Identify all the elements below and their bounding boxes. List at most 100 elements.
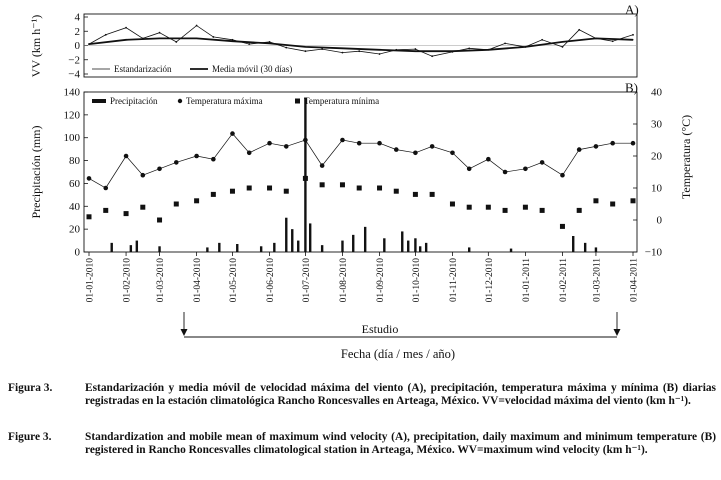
legend-precip-label: Precipitación [110, 96, 158, 106]
precipitation-bar [414, 238, 417, 252]
standardization-point [378, 53, 381, 55]
panel-b-ytick-label: 0 [75, 247, 81, 259]
study-period-annotation: Estudio [180, 312, 621, 338]
precipitation-bar [407, 240, 410, 252]
tmin-marker [173, 201, 179, 207]
study-arrow-left-head [180, 329, 188, 336]
panel-b-frame [83, 91, 638, 253]
standardization-point [632, 33, 634, 36]
tmax-marker [194, 153, 199, 159]
tmin-marker [157, 217, 163, 223]
tmin-marker [393, 188, 399, 194]
precipitation-bar [135, 240, 139, 252]
tmin-marker [123, 211, 129, 217]
tmin-marker [283, 188, 289, 194]
precipitation-bar [572, 236, 575, 252]
tmax-marker [466, 166, 472, 172]
tmax-marker [173, 160, 179, 165]
panel-b-x-ticks: 01-01-2010 01-02-2010 01-03-2010 01-04-2010… [86, 252, 640, 302]
moving-mean-point [595, 37, 597, 39]
tmin-marker [319, 182, 325, 188]
tmin-marker [502, 207, 508, 213]
tmax-marker [413, 150, 418, 156]
precipitation-bar [259, 246, 263, 252]
panel-b-legend: Precipitación Temperatura máxima Tempera… [92, 96, 379, 106]
panel-b-tag: B) [625, 80, 638, 95]
tmin-marker [377, 185, 383, 191]
tmin-marker [449, 201, 455, 207]
panel-b-ytick-label: 140 [64, 87, 81, 99]
tmax-marker [86, 176, 92, 181]
panel-a-ytick-label: 0 [75, 40, 81, 52]
panel-a-ylabel: VV (km h⁻¹) [29, 15, 43, 77]
standardization-point [175, 41, 178, 43]
tmax-marker [303, 137, 308, 143]
study-arrow-right-head [613, 329, 621, 336]
caption-english-text: Standardization and mobile mean of maxim… [85, 431, 716, 457]
standardization-point [358, 50, 361, 53]
tmin-marker [356, 185, 362, 191]
standardization-point [578, 28, 581, 31]
precipitation-bar [320, 245, 324, 252]
standardization-point [341, 51, 344, 54]
panel-b-ytick-label: 40 [69, 201, 81, 213]
moving-mean-point [341, 47, 344, 49]
x-tick-label: 01-08-2010 [339, 258, 349, 303]
precipitation-bar [304, 97, 307, 252]
precipitation-bar [285, 217, 288, 252]
tmax-marker [450, 150, 455, 156]
x-tick-label: 01-03-2010 [156, 258, 166, 303]
x-tick-label: 01-10-2010 [412, 258, 422, 303]
tmax-marker [377, 140, 382, 146]
legend-tmax-marker [177, 98, 183, 104]
x-tick-label: 01-01-2011 [522, 258, 532, 302]
tmax-marker [246, 150, 252, 156]
tmin-marker [140, 204, 146, 210]
tmin-marker [103, 207, 109, 213]
precipitation-bar [308, 223, 312, 252]
x-tick-label: 01-09-2010 [376, 258, 386, 303]
panel-b-ytick-label: 80 [69, 155, 81, 167]
tmin-marker [339, 182, 345, 188]
panel-a-ytick-label: 2 [75, 26, 81, 38]
tmax-marker [157, 166, 162, 172]
caption-spanish-text: Estandarización y media móvil de velocid… [85, 382, 716, 408]
tmax-marker [576, 147, 582, 152]
standardization-point [504, 42, 506, 45]
tmax-marker [211, 156, 216, 162]
panel-b-y2label: Temperatura (°C) [679, 115, 693, 199]
precipitation-bar [424, 242, 428, 252]
precipitation-bar [297, 240, 300, 252]
precipitation-bar [352, 234, 355, 252]
moving-mean-point [158, 37, 161, 39]
precipitation-bar [291, 229, 294, 252]
tmax-marker [319, 163, 325, 168]
precipitation-bar [273, 242, 276, 252]
x-tick-label: 01-07-2010 [302, 258, 312, 303]
standardization-point [158, 31, 161, 34]
x-tick-label: 01-05-2010 [229, 258, 239, 303]
panel-b-y2tick-label: 10 [651, 183, 663, 195]
precipitation-bar [509, 248, 513, 252]
panel-b-left-ticks: 140 120 100 80 60 40 20 0 [64, 87, 88, 259]
moving-mean-series-line [88, 37, 634, 53]
tmax-marker [356, 140, 362, 146]
panel-b-y2tick-label: 20 [651, 151, 663, 163]
tmax-marker [340, 137, 345, 143]
precipitation-bar [236, 244, 239, 252]
study-label: Estudio [362, 322, 399, 336]
legend-tmax-label: Temperatura máxima [186, 96, 263, 106]
tmax-marker [539, 160, 545, 165]
tmin-marker [576, 207, 582, 213]
figure-3-chart: 420−2−4 VV (km h⁻¹) A) Estandarización M… [29, 2, 693, 361]
tmax-marker [393, 147, 399, 152]
standardization-point [611, 40, 614, 43]
standardization-point [231, 38, 234, 41]
tmin-marker [559, 223, 565, 229]
panel-a-legend: Estandarización Media móvil (30 días) [92, 64, 292, 74]
precipitation-bar [383, 238, 386, 252]
precipitation-bar [363, 226, 367, 252]
x-tick-label: 01-02-2010 [123, 258, 133, 303]
x-tick-label: 01-01-2010 [86, 258, 96, 303]
tmax-marker [560, 172, 565, 178]
